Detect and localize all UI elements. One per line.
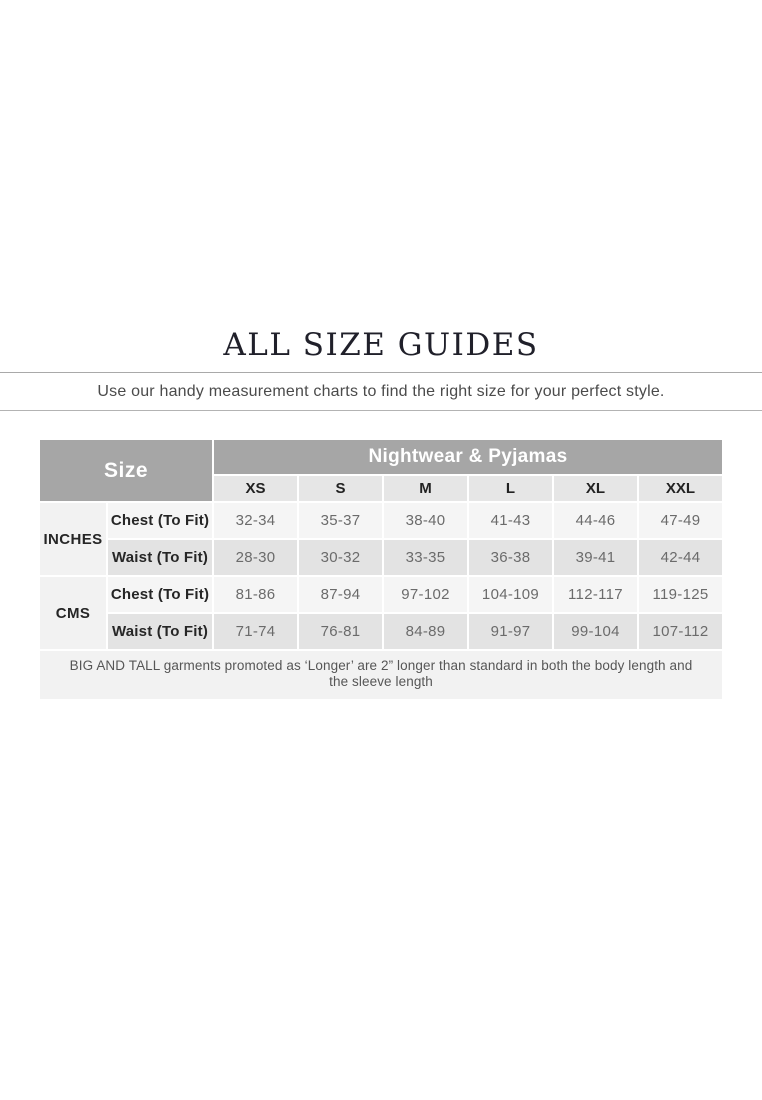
cell-value: 81-86 <box>214 577 297 612</box>
size-guide-table: Size Nightwear & Pyjamas XS S M L XL XXL… <box>38 438 724 701</box>
size-header-m: M <box>384 476 467 501</box>
category-header: Nightwear & Pyjamas <box>214 440 722 474</box>
size-corner-header: Size <box>40 440 212 501</box>
cell-value: 33-35 <box>384 540 467 575</box>
size-header-xl: XL <box>554 476 637 501</box>
cell-value: 99-104 <box>554 614 637 649</box>
cell-value: 44-46 <box>554 503 637 538</box>
cell-value: 107-112 <box>639 614 722 649</box>
subtitle-band: Use our handy measurement charts to find… <box>0 372 762 411</box>
row-label-chest: Chest (To Fit) <box>108 577 212 612</box>
size-header-l: L <box>469 476 552 501</box>
cell-value: 39-41 <box>554 540 637 575</box>
subtitle-text: Use our handy measurement charts to find… <box>97 382 665 400</box>
cell-value: 35-37 <box>299 503 382 538</box>
row-label-waist: Waist (To Fit) <box>108 540 212 575</box>
cell-value: 36-38 <box>469 540 552 575</box>
unit-label-cms: CMS <box>40 577 106 649</box>
table-row-inches-waist: Waist (To Fit) 28-30 30-32 33-35 36-38 3… <box>40 540 722 575</box>
cell-value: 112-117 <box>554 577 637 612</box>
cell-value: 38-40 <box>384 503 467 538</box>
cell-value: 42-44 <box>639 540 722 575</box>
cell-value: 84-89 <box>384 614 467 649</box>
row-label-chest: Chest (To Fit) <box>108 503 212 538</box>
cell-value: 87-94 <box>299 577 382 612</box>
size-header-s: S <box>299 476 382 501</box>
cell-value: 47-49 <box>639 503 722 538</box>
cell-value: 104-109 <box>469 577 552 612</box>
cell-value: 71-74 <box>214 614 297 649</box>
cell-value: 41-43 <box>469 503 552 538</box>
table-row-cms-waist: Waist (To Fit) 71-74 76-81 84-89 91-97 9… <box>40 614 722 649</box>
table-row-cms-chest: CMS Chest (To Fit) 81-86 87-94 97-102 10… <box>40 577 722 649</box>
unit-label-inches: INCHES <box>40 503 106 575</box>
cell-value: 91-97 <box>469 614 552 649</box>
size-header-xs: XS <box>214 476 297 501</box>
page-title: ALL SIZE GUIDES <box>223 327 539 363</box>
table-header-row: Size Nightwear & Pyjamas <box>40 440 722 501</box>
size-header-row: XS S M L XL XXL <box>40 476 722 501</box>
cell-value: 119-125 <box>639 577 722 612</box>
cell-value: 76-81 <box>299 614 382 649</box>
size-header-xxl: XXL <box>639 476 722 501</box>
cell-value: 97-102 <box>384 577 467 612</box>
cell-value: 28-30 <box>214 540 297 575</box>
table-footnote-row: BIG AND TALL garments promoted as ‘Longe… <box>40 651 722 699</box>
footnote-text: BIG AND TALL garments promoted as ‘Longe… <box>40 651 722 699</box>
cell-value: 32-34 <box>214 503 297 538</box>
cell-value: 30-32 <box>299 540 382 575</box>
row-label-waist: Waist (To Fit) <box>108 614 212 649</box>
table-row-inches-chest: INCHES Chest (To Fit) 32-34 35-37 38-40 … <box>40 503 722 575</box>
